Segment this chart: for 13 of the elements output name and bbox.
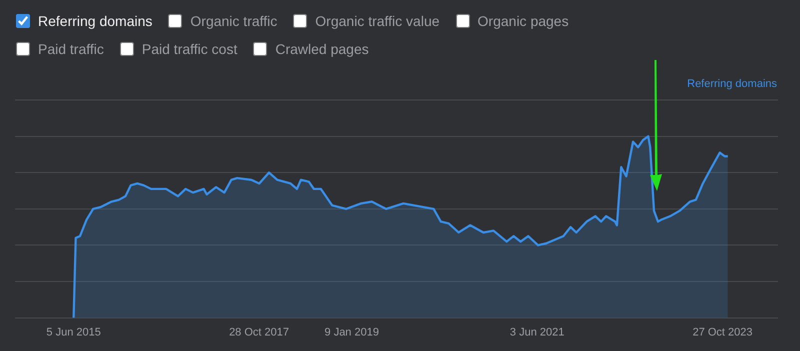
x-tick-label: 28 Oct 2017 (229, 326, 289, 338)
x-tick-label: 9 Jan 2019 (324, 326, 379, 338)
x-tick-label: 27 Oct 2023 (692, 326, 753, 338)
text: Crawled pages (275, 41, 369, 57)
text: Referring domains (38, 13, 152, 29)
text: Organic pages (478, 13, 569, 29)
text: Organic traffic (190, 13, 278, 29)
x-tick-label: 5 Jun 2015 (46, 326, 101, 338)
x-tick-label: 3 Jun 2021 (510, 326, 564, 338)
text: Paid traffic (38, 41, 104, 57)
text: Paid traffic cost (142, 41, 238, 57)
text: Organic traffic value (315, 13, 440, 29)
y-axis-title: Referring domains (687, 78, 778, 90)
